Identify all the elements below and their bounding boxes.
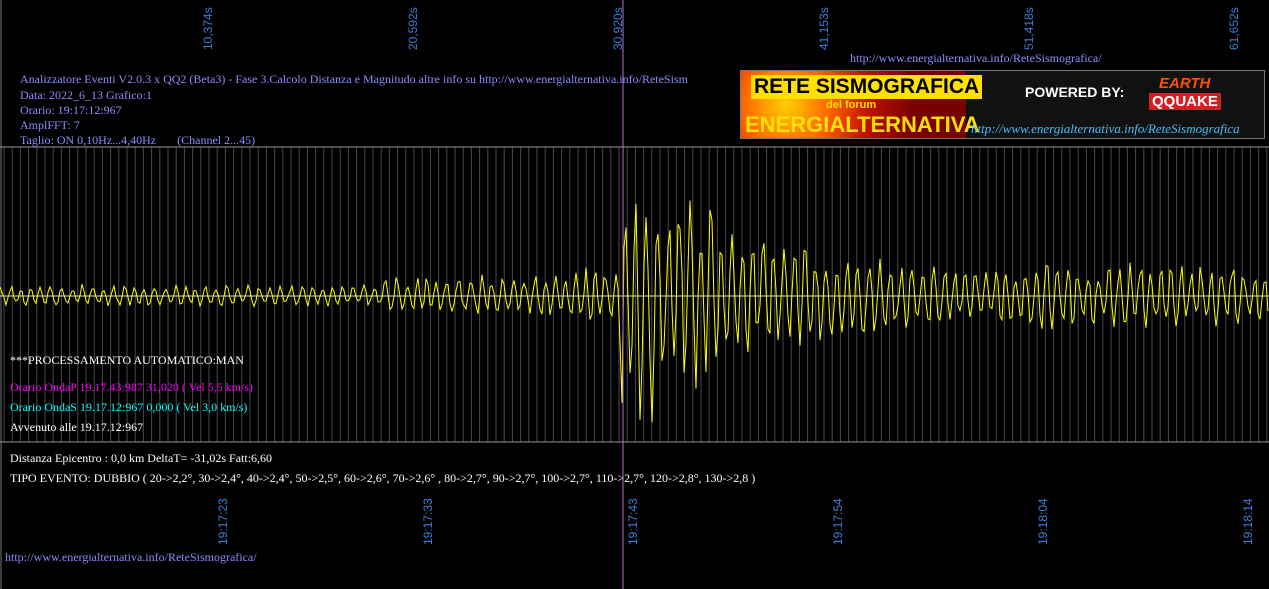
time-offset-label: 51,418s bbox=[1021, 7, 1036, 50]
top-url: http://www.energialternativa.info/ReteSi… bbox=[850, 51, 1102, 65]
logo-earth: EARTH bbox=[1159, 75, 1211, 92]
time-offset-label: 10,374s bbox=[201, 7, 215, 50]
info-line: Orario: 19:17:12:967 bbox=[20, 103, 122, 117]
onda-p: Orario OndaP 19.17.43:987 31,020 ( Vel 5… bbox=[10, 380, 253, 394]
time-offset-label: 41,153s bbox=[816, 7, 831, 50]
logo-title: RETE SISMOGRAFICA bbox=[751, 75, 983, 99]
time-offset-label: 61,652s bbox=[1227, 7, 1241, 50]
time-offset-label: 30,920s bbox=[611, 7, 626, 50]
distance: Distanza Epicentro : 0,0 km DeltaT= -31,… bbox=[10, 451, 273, 465]
footer-url: http://www.energialternativa.info/ReteSi… bbox=[5, 550, 257, 564]
info-line: Data: 2022_6_13 Grafico:1 bbox=[20, 88, 152, 102]
info-line: AmplFFT: 7 bbox=[20, 118, 80, 132]
processing-mode: ***PROCESSAMENTO AUTOMATICO:MAN bbox=[10, 353, 244, 367]
logo-quake: QQUAKE bbox=[1149, 93, 1221, 110]
time-offset-label: 20,592s bbox=[406, 7, 421, 50]
info-line: Taglio: ON 0,10Hz...4,40Hz (Channel 2...… bbox=[20, 133, 256, 147]
clock-label: 19:17:33 bbox=[421, 498, 435, 545]
logo-name: ENERGIALTERNATIVA bbox=[745, 112, 980, 137]
onda-s: Orario OndaS 19.17.12:967 0,000 ( Vel 3,… bbox=[10, 400, 248, 414]
logo-powered: POWERED BY: bbox=[1025, 84, 1125, 100]
clock-label: 19:18:14 bbox=[1241, 498, 1255, 545]
logo-subtitle: del forum bbox=[826, 99, 877, 111]
clock-label: 19:18:04 bbox=[1036, 498, 1050, 545]
clock-label: 19:17:43 bbox=[626, 498, 640, 545]
info-line: Analizzatore Eventi V2.0.3 x QQ2 (Beta3)… bbox=[20, 72, 688, 86]
avvenuto: Avvenuto alle 19.17.12:967 bbox=[10, 420, 144, 434]
waveform bbox=[0, 200, 1269, 423]
logo: RETE SISMOGRAFICA del forum ENERGIALTERN… bbox=[740, 70, 1265, 139]
event-type: TIPO EVENTO: DUBBIO ( 20->2,2°, 30->2,4°… bbox=[10, 471, 756, 485]
clock-label: 19:17:54 bbox=[831, 498, 845, 545]
clock-label: 19:17:23 bbox=[216, 498, 230, 545]
logo-url: http://www.energialternativa.info/ReteSi… bbox=[971, 121, 1240, 136]
